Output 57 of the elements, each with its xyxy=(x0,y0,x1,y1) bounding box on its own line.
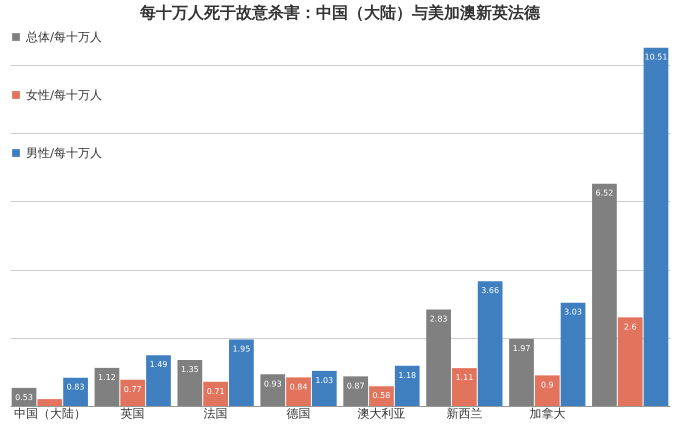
data-label: 1.18 xyxy=(398,370,416,380)
bar xyxy=(203,382,228,406)
data-label: 1.49 xyxy=(150,360,168,370)
bar xyxy=(312,370,337,406)
bar xyxy=(177,360,202,406)
data-label: 1.95 xyxy=(232,344,250,354)
bar xyxy=(509,338,534,406)
bar xyxy=(644,48,668,406)
data-label: 0.9 xyxy=(540,380,554,390)
data-label: 0.71 xyxy=(206,386,225,396)
data-label: 0.93 xyxy=(264,379,282,388)
bar xyxy=(452,368,477,406)
bar xyxy=(229,340,254,406)
bar xyxy=(343,376,368,406)
data-label: 10.51 xyxy=(644,52,668,62)
bar xyxy=(592,184,617,406)
data-label: 1.35 xyxy=(180,364,199,374)
x-tick-label: 法国 xyxy=(204,406,228,420)
x-tick-label: 澳大利亚 xyxy=(357,406,406,420)
data-label: 0.58 xyxy=(372,391,390,400)
x-tick-label: 中国（大陆） xyxy=(14,406,86,420)
data-label: 6.52 xyxy=(596,188,614,198)
bar xyxy=(286,377,311,406)
data-label: 0.84 xyxy=(290,382,308,392)
data-label: 0.83 xyxy=(66,382,84,392)
legend-label: 总体/每十万人 xyxy=(25,30,102,44)
data-label: 3.66 xyxy=(481,286,500,296)
bar xyxy=(394,366,420,406)
data-label: 1.97 xyxy=(512,344,530,353)
bar xyxy=(560,302,586,406)
data-label: 2.83 xyxy=(430,314,448,324)
bar xyxy=(369,386,394,406)
data-label: 0.77 xyxy=(124,384,142,394)
bar xyxy=(94,368,120,406)
bar xyxy=(478,281,503,406)
data-label: 1.03 xyxy=(315,376,334,385)
chart-title: 每十万人死于故意杀害：中国（大陆）与美加澳新英法德 xyxy=(139,3,541,22)
legend-label: 男性/每十万人 xyxy=(26,146,102,160)
x-tick-label: 加拿大 xyxy=(529,406,566,420)
x-tick-label: 英国 xyxy=(120,406,145,420)
bar xyxy=(146,355,171,406)
bar xyxy=(426,310,451,406)
data-label: 2.6 xyxy=(624,322,637,332)
x-tick-label: 新西兰 xyxy=(446,406,482,420)
bar xyxy=(120,380,146,406)
data-label: 0.53 xyxy=(15,392,33,402)
bar xyxy=(37,399,62,406)
legend-label: 女性/每十万人 xyxy=(26,88,102,102)
data-label: 3.03 xyxy=(564,308,582,317)
bar xyxy=(534,375,560,406)
bar xyxy=(260,374,286,406)
data-label: 0.87 xyxy=(346,381,365,390)
bar xyxy=(618,317,643,406)
data-label: 1.11 xyxy=(455,373,474,382)
bar xyxy=(63,378,88,406)
data-label: 1.12 xyxy=(98,372,116,382)
x-tick-label: 德国 xyxy=(286,406,311,420)
